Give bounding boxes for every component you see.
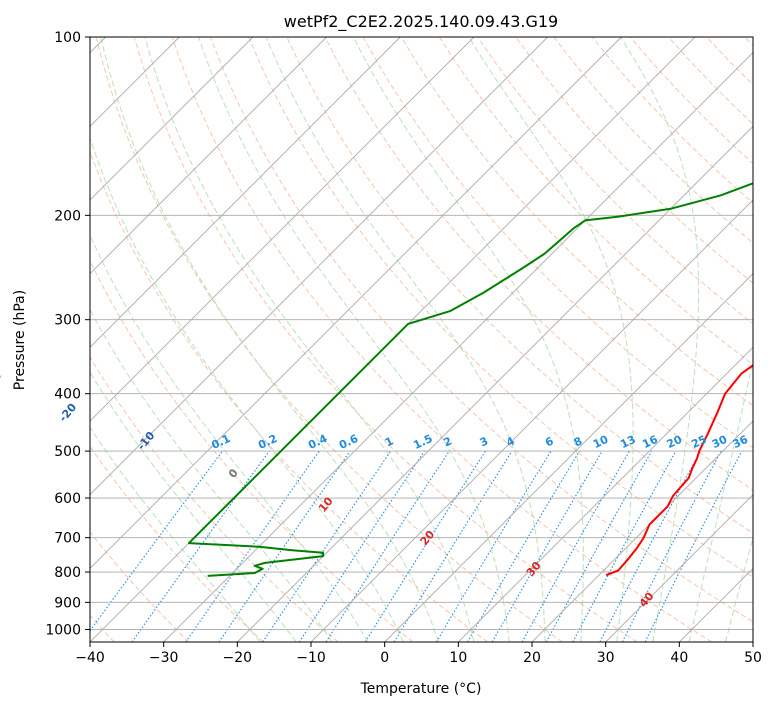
y-tick-label: 900 — [54, 595, 81, 611]
x-tick-label: −10 — [296, 650, 326, 666]
y-tick-label: 400 — [54, 387, 81, 403]
y-tick-label: 1000 — [45, 622, 81, 638]
y-axis-label: Pressure (hPa) — [12, 290, 28, 390]
x-tick-label: −40 — [75, 650, 105, 666]
y-tick-label: 600 — [54, 491, 81, 507]
x-tick-label: 40 — [670, 650, 688, 666]
y-tick-label: 700 — [54, 531, 81, 547]
x-tick-label: 30 — [597, 650, 615, 666]
y-tick-label: 500 — [54, 444, 81, 460]
x-tick-label: 50 — [744, 650, 762, 666]
x-tick-label: 10 — [449, 650, 467, 666]
y-tick-label: 200 — [54, 208, 81, 224]
x-tick-label: 0 — [380, 650, 389, 666]
y-tick-label: 300 — [54, 313, 81, 329]
y-tick-label: 800 — [54, 565, 81, 581]
x-axis-label: Temperature (°C) — [360, 681, 482, 697]
y-tick-label: 100 — [54, 30, 81, 46]
chart-title: wetPf2_C2E2.2025.140.09.43.G19 — [284, 12, 558, 32]
x-tick-label: −20 — [223, 650, 253, 666]
x-tick-label: −30 — [149, 650, 179, 666]
x-tick-label: 20 — [523, 650, 541, 666]
